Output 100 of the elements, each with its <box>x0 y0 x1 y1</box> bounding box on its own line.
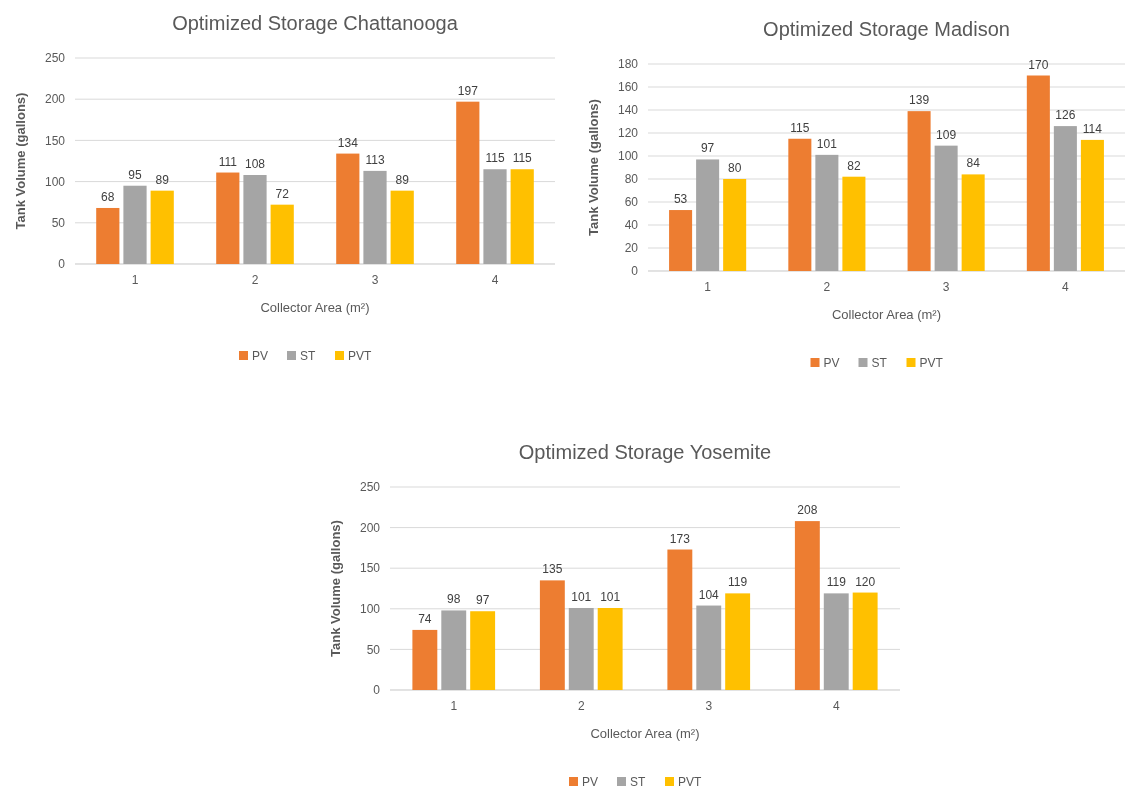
data-label: 115 <box>485 151 505 166</box>
data-label: 109 <box>936 127 957 142</box>
y-tick-label: 40 <box>624 218 639 233</box>
y-tick-label: 20 <box>624 241 639 256</box>
y-tick-label: 180 <box>617 57 639 72</box>
bar <box>725 593 751 690</box>
y-tick-label: 140 <box>617 103 639 118</box>
bar <box>336 153 360 264</box>
data-label: 126 <box>1055 108 1076 123</box>
x-tick-label: 2 <box>251 273 259 287</box>
chart-title: Optimized Storage Yosemite <box>518 441 772 463</box>
legend-label: PVT <box>919 356 944 370</box>
data-label: 68 <box>101 189 115 204</box>
legend-label: PV <box>252 349 269 363</box>
data-label: 170 <box>1028 57 1049 72</box>
data-label: 197 <box>457 83 479 98</box>
legend-label: ST <box>630 775 646 789</box>
y-tick-label: 200 <box>44 92 66 107</box>
x-tick-label: 2 <box>577 699 585 713</box>
bar <box>363 170 387 264</box>
bar <box>934 145 958 271</box>
bar <box>794 521 820 690</box>
y-tick-label: 100 <box>359 602 381 616</box>
data-label: 97 <box>475 593 490 608</box>
bar <box>961 174 985 271</box>
bar <box>1053 126 1077 271</box>
y-tick-label: 50 <box>51 216 66 230</box>
bar <box>669 210 693 271</box>
bar <box>243 175 267 264</box>
bar <box>1026 75 1050 271</box>
data-label: 115 <box>790 120 810 135</box>
data-label: 108 <box>244 157 266 172</box>
legend-label: ST <box>871 356 888 370</box>
x-tick-label: 3 <box>371 273 379 287</box>
data-label: 208 <box>797 503 818 518</box>
x-tick-label: 3 <box>942 280 950 294</box>
data-label: 134 <box>337 135 359 150</box>
data-label: 111 <box>218 154 238 169</box>
data-label: 97 <box>700 141 715 156</box>
data-label: 80 <box>727 161 742 175</box>
data-label: 114 <box>1082 121 1103 136</box>
y-tick-label: 0 <box>631 264 639 279</box>
data-label: 115 <box>512 151 533 166</box>
bar <box>216 172 240 264</box>
y-axis-title: Tank Volume (gallons) <box>13 92 28 230</box>
data-label: 98 <box>447 592 461 607</box>
bar <box>842 176 866 271</box>
bar <box>510 169 534 264</box>
data-label: 119 <box>826 575 847 590</box>
bar <box>823 593 849 690</box>
bar <box>852 592 878 690</box>
bar <box>907 111 931 271</box>
y-tick-label: 50 <box>366 642 381 657</box>
y-tick-label: 200 <box>359 520 381 535</box>
bar <box>123 185 147 264</box>
y-tick-label: 250 <box>359 480 381 495</box>
data-label: 84 <box>966 156 981 171</box>
x-tick-label: 3 <box>705 699 713 713</box>
x-tick-label: 1 <box>131 273 139 287</box>
data-label: 101 <box>600 589 621 604</box>
y-axis-title: Tank Volume (gallons) <box>328 520 343 657</box>
bar <box>470 611 496 690</box>
data-label: 53 <box>673 192 688 207</box>
y-tick-label: 160 <box>617 80 639 95</box>
y-tick-label: 0 <box>373 683 381 698</box>
data-label: 101 <box>816 136 838 151</box>
data-label: 135 <box>542 562 563 577</box>
bar <box>723 179 747 271</box>
x-tick-label: 2 <box>823 280 831 294</box>
data-label: 119 <box>728 575 748 590</box>
bar <box>456 101 480 264</box>
y-tick-label: 120 <box>617 126 639 141</box>
x-tick-label: 4 <box>491 273 499 287</box>
y-tick-label: 80 <box>624 172 639 187</box>
legend-label: PV <box>823 356 840 370</box>
bar <box>412 629 438 690</box>
bar <box>150 190 174 264</box>
y-axis-title: Tank Volume (gallons) <box>586 99 601 236</box>
y-tick-label: 150 <box>44 133 66 148</box>
data-label: 89 <box>395 172 410 187</box>
bar <box>96 207 120 264</box>
data-label: 113 <box>365 152 385 167</box>
x-axis-title: Collector Area (m²) <box>260 300 370 315</box>
bar <box>696 605 722 690</box>
bar <box>390 190 414 264</box>
bar <box>815 154 839 271</box>
x-axis-title: Collector Area (m²) <box>831 307 942 322</box>
data-label: 104 <box>698 587 720 602</box>
x-tick-label: 1 <box>450 699 458 713</box>
data-label: 173 <box>669 531 691 546</box>
data-label: 95 <box>128 167 142 182</box>
bar <box>788 138 812 271</box>
bar <box>483 169 507 264</box>
y-tick-label: 100 <box>617 149 639 164</box>
x-axis-title: Collector Area (m²) <box>590 726 700 741</box>
bar <box>597 607 623 690</box>
bar <box>539 580 565 690</box>
y-tick-label: 0 <box>58 257 66 272</box>
y-tick-label: 150 <box>359 561 381 576</box>
legend-label: PVT <box>678 775 703 789</box>
